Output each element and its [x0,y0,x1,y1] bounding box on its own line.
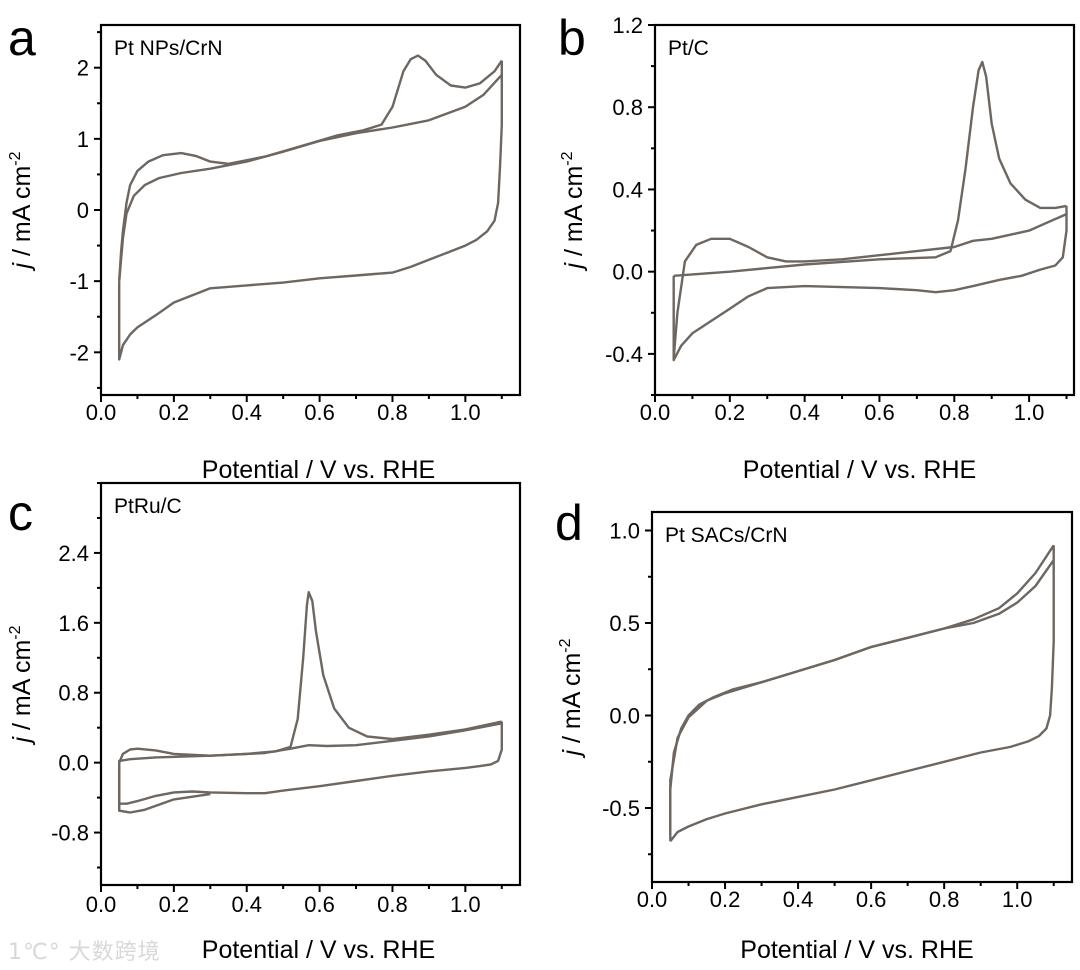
panel-d: 0.0 0.2 0.4 0.6 0.8 1.0 -0.5 0.0 0.5 1.0 Potential… [555,495,1074,964]
y-tick-label: 0 [77,198,89,223]
x-tick-label: 0.2 [159,400,190,425]
x-tick-label: 0.6 [304,400,335,425]
x-tick-label: 0.8 [377,400,408,425]
y-tick-label: -1 [69,269,89,294]
y-axis-label-symbol: j [8,736,36,746]
x-tick-label: 1.0 [1002,887,1033,912]
sample-label: Pt NPs/CrN [114,37,223,60]
cv-curve-cycle-2-anodic [118,73,503,282]
y-axis-label-exponent: -2 [7,151,24,165]
x-tick-label: 0.0 [637,887,668,912]
panel-letter: a [8,10,36,66]
x-tick-label: 0.2 [715,400,746,425]
y-axis-label-unit: / mA cm [8,166,36,263]
y-tick-label: 1.0 [609,519,640,544]
x-tick-label: 0.8 [377,892,408,917]
cv-curve-cycle-1-anodic [118,591,503,811]
cv-curve-cathodic [669,545,1055,843]
y-axis-label: j / mA cm-2 [7,625,36,745]
panel-letter: c [8,485,33,541]
y-tick-label: 0.5 [609,611,640,636]
panel-letter: d [555,495,583,551]
plot-frame [650,510,1074,884]
y-axis-label: j / mA cm-2 [7,151,36,271]
cv-curve-cathodic [118,721,503,814]
y-tick-label: 2 [77,56,89,81]
y-axis-label-symbol: j [558,749,586,759]
x-tick-label: 0.4 [231,892,262,917]
y-tick-label: -2 [69,340,89,365]
cv-curve-cathodic [672,205,1068,362]
y-axis-label-unit: / mA cm [558,653,586,750]
plot-frame [99,23,522,397]
cv-curve-cycle-2-anodic [118,722,503,805]
x-tick-label: 0.4 [783,887,814,912]
y-axis-label-exponent: -2 [7,625,24,639]
y-axis-label-exponent: -2 [557,638,574,652]
x-tick-label: 0.8 [939,400,970,425]
x-axis-label: Potential / V vs. RHE [202,936,435,964]
panel-b: 0.0 0.2 0.4 0.6 0.8 1.0 -0.4 0.0 0.4 0.8 1.2 Potent… [558,10,1076,484]
y-tick-label: 0.4 [612,177,643,202]
x-tick-label: 1.0 [1014,400,1045,425]
sample-label: PtRu/C [114,495,182,518]
panel-letter: b [558,10,586,66]
x-tick-label: 0.8 [929,887,960,912]
y-tick-label: -0.5 [602,796,640,821]
y-tick-label: -0.4 [605,342,643,367]
x-tick-label: 1.0 [450,400,481,425]
y-axis-label: j / mA cm-2 [557,638,586,758]
y-tick-label: 0.0 [58,751,89,776]
panel-a: 0.0 0.2 0.4 0.6 0.8 1.0 -2 -1 0 1 2 Potential / V v… [7,10,522,484]
x-tick-label: 0.0 [86,400,117,425]
y-axis-label-symbol: j [8,262,36,272]
cv-curve-cycle-1-anodic [673,60,1067,277]
y-tick-label: 1 [77,127,89,152]
y-tick-label: 0.0 [612,260,643,285]
x-tick-label: 0.2 [159,892,190,917]
sample-label: Pt SACs/CrN [665,524,788,547]
y-tick-label: 1.6 [58,611,89,636]
y-axis-label: j / mA cm-2 [559,151,588,271]
y-tick-label: 0.8 [58,681,89,706]
x-tick-label: 0.6 [856,887,887,912]
y-tick-label: 0.8 [612,95,643,120]
panel-c: 0.0 0.2 0.4 0.6 0.8 1.0 -0.8 0.0 0.8 1.6 2.4 Potent… [7,481,522,964]
x-tick-label: 0.0 [86,892,117,917]
y-tick-label: 0.0 [609,704,640,729]
x-tick-label: 0.6 [864,400,895,425]
plot-frame [99,481,522,887]
y-tick-label: 1.2 [612,13,643,38]
x-tick-label: 0.4 [789,400,820,425]
y-axis-label-unit: / mA cm [560,166,588,263]
cv-curve-cycle-2-anodic [669,559,1055,834]
y-axis-label-unit: / mA cm [8,640,36,737]
cv-curve-cycle-1-anodic [118,54,503,282]
y-tick-label: -0.8 [51,821,89,846]
x-tick-label: 0.2 [710,887,741,912]
x-tick-label: 0.6 [304,892,335,917]
plot-frame [653,23,1076,397]
sample-label: Pt/C [668,37,709,60]
x-tick-label: 0.0 [640,400,671,425]
watermark-logo: 1℃° 大数跨境 [8,940,161,965]
x-tick-label: 0.4 [231,400,262,425]
y-axis-label-exponent: -2 [559,151,576,165]
cv-curve-cycle-2-anodic [672,213,1067,359]
x-axis-label: Potential / V vs. RHE [743,456,976,484]
x-tick-label: 1.0 [450,892,481,917]
y-axis-label-symbol: j [560,262,588,272]
x-axis-label: Potential / V vs. RHE [202,456,435,484]
y-tick-label: 2.4 [58,541,89,566]
cv-curve-cathodic [118,60,503,361]
x-axis-label: Potential / V vs. RHE [740,936,973,964]
